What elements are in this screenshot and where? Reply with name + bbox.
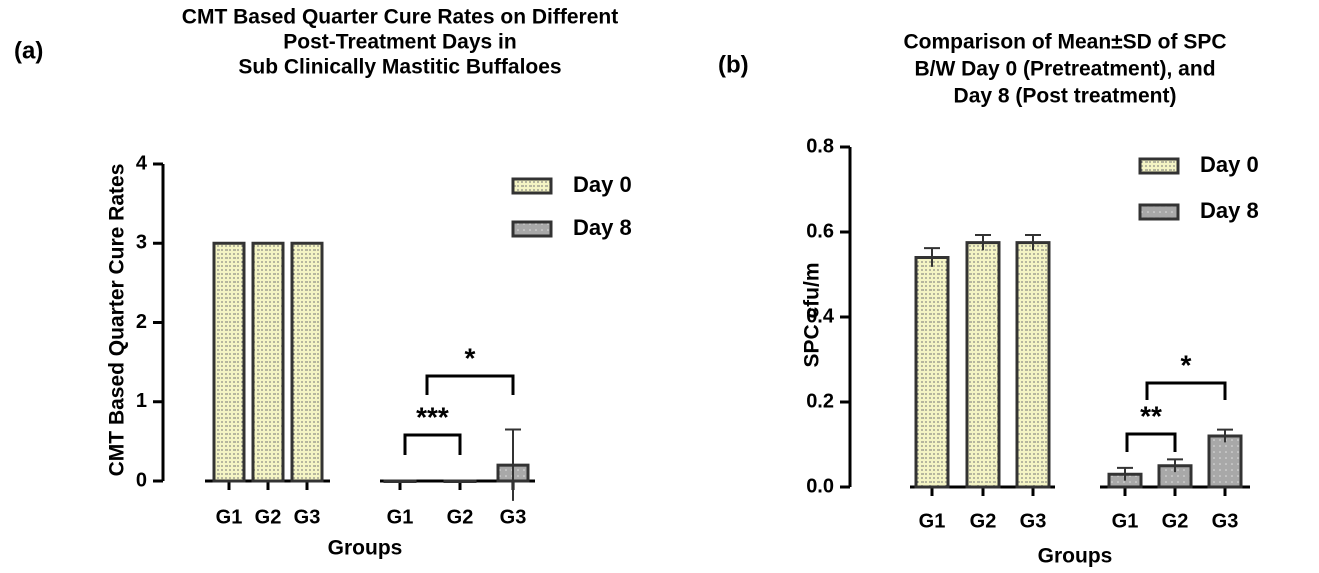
x-tick-label: G3	[1212, 510, 1239, 532]
y-tick-label: 0.6	[806, 220, 834, 242]
x-tick-label: G1	[387, 506, 414, 528]
y-tick-label: 0.4	[806, 305, 835, 327]
legend-swatch	[511, 220, 553, 238]
bar	[1207, 434, 1243, 489]
significance-label: **	[1140, 400, 1162, 431]
error-bar	[1167, 458, 1183, 473]
legend-swatch	[1138, 203, 1180, 221]
y-tick-label: 2	[136, 311, 147, 333]
x-tick-label: G3	[294, 506, 321, 528]
y-tick-label: 1	[136, 390, 147, 412]
significance-bracket	[1125, 432, 1177, 452]
y-tick-label: 4	[136, 152, 148, 174]
significance-label: *	[1181, 349, 1192, 380]
legend-swatch	[1138, 157, 1180, 175]
error-bar	[924, 247, 940, 267]
chart-title: Sub Clinically Mastitic Buffaloes	[238, 56, 561, 79]
x-tick-label: G1	[919, 510, 946, 532]
y-axis-title: SPC cfu/m	[801, 262, 824, 367]
chart-title: Post-Treatment Days in	[283, 31, 516, 54]
x-tick-label: G3	[1020, 510, 1047, 532]
significance-bracket	[425, 374, 515, 395]
y-tick-label: 0.2	[806, 390, 834, 412]
chart-title: Day 8 (Post treatment)	[954, 85, 1177, 108]
legend-label: Day 0	[1200, 152, 1259, 177]
y-tick-label: 0	[136, 469, 147, 491]
error-bar	[1117, 466, 1133, 481]
x-tick-label: G1	[1112, 510, 1139, 532]
x-tick-label: G2	[447, 506, 474, 528]
bar	[914, 256, 950, 489]
chart-title: B/W Day 0 (Pretreatment), and	[914, 58, 1215, 81]
panel-label: (a)	[14, 37, 43, 64]
error-bar	[1217, 428, 1233, 443]
y-axis-title: CMT Based Quarter Cure Rates	[106, 164, 129, 477]
significance-bracket	[1145, 381, 1227, 400]
significance-label: ***	[416, 401, 449, 432]
chart-title: Comparison of Mean±SD of SPC	[903, 31, 1226, 54]
bar	[443, 479, 477, 483]
chart-title: CMT Based Quarter Cure Rates on Differen…	[182, 6, 618, 29]
legend-label: Day 8	[573, 215, 632, 240]
panel-label: (b)	[718, 51, 749, 78]
error-bar	[505, 428, 521, 501]
x-tick-label: G2	[255, 506, 282, 528]
x-tick-label: G2	[1162, 510, 1189, 532]
bar	[251, 241, 285, 483]
legend-label: Day 0	[573, 172, 632, 197]
x-axis-title: Groups	[328, 537, 403, 560]
x-tick-label: G2	[970, 510, 997, 532]
bar	[212, 241, 246, 483]
y-tick-label: 0.0	[806, 475, 834, 497]
x-axis-title: Groups	[1038, 545, 1113, 568]
error-bar	[975, 233, 991, 251]
legend-label: Day 8	[1200, 198, 1259, 223]
significance-bracket	[403, 433, 462, 455]
y-tick-label: 0.8	[806, 135, 834, 157]
x-tick-label: G3	[500, 506, 527, 528]
bar	[1015, 241, 1051, 489]
bar	[383, 479, 417, 483]
legend-swatch	[511, 177, 553, 195]
y-tick-label: 3	[136, 232, 147, 254]
bar	[965, 241, 1001, 489]
bar	[290, 241, 324, 483]
x-tick-label: G1	[216, 506, 243, 528]
error-bar	[1025, 233, 1041, 251]
significance-label: *	[465, 342, 476, 373]
